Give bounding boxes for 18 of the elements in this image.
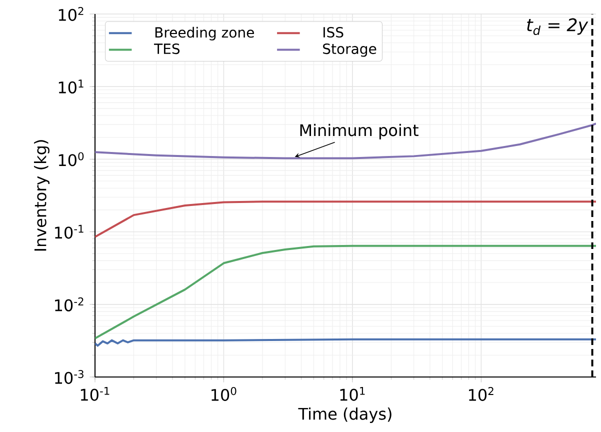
y-tick-label: 10$^{1}$	[58, 80, 84, 94]
legend-label: ISS	[324, 26, 344, 38]
x-tick-label: 10$^{-1}$	[80, 387, 110, 401]
x-tick-label: 10$^{2}$	[469, 387, 494, 401]
y-tick-label: 10$^{-1}$	[55, 224, 84, 239]
legend-label: TES	[154, 43, 180, 54]
x-axis-title: Time (days)	[298, 407, 392, 423]
y-tick-label: 10$^{2}$	[58, 7, 84, 21]
y-axis-title: Inventory (kg)	[34, 140, 50, 251]
y-tick-label: 10$^{-2}$	[55, 297, 84, 312]
x-tick-label: 10$^{0}$	[212, 387, 236, 401]
legend-label: Storage	[323, 43, 376, 57]
annotation: Minimum point	[300, 124, 418, 140]
y-tick-label: 10$^{0}$	[58, 152, 84, 166]
legend-label: Breeding zone	[155, 26, 254, 40]
y-tick-label: 10$^{-3}$	[55, 370, 84, 384]
annotation: t$_{d}$ = 2y	[527, 18, 588, 35]
x-tick-label: 10$^{1}$	[340, 387, 365, 401]
